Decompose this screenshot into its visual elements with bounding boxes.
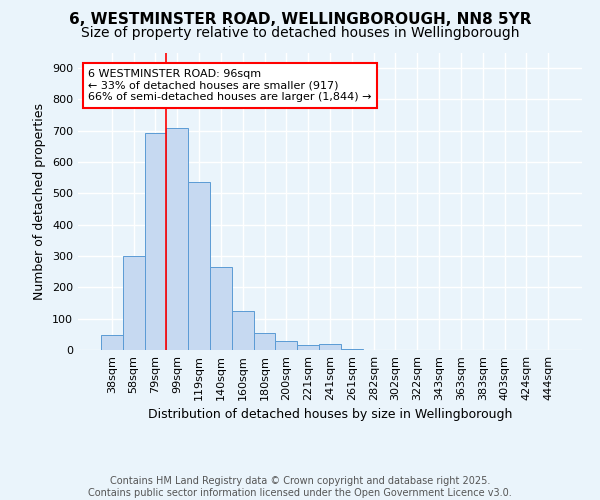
Bar (188, 182, 210, 350)
Text: Size of property relative to detached houses in Wellingborough: Size of property relative to detached ho… (81, 26, 519, 40)
Text: 6, WESTMINSTER ROAD, WELLINGBOROUGH, NN8 5YR: 6, WESTMINSTER ROAD, WELLINGBOROUGH, NN8… (69, 12, 531, 28)
Bar (275, 341, 297, 350)
Bar (341, 349, 363, 350)
Y-axis label: Number of detached properties: Number of detached properties (34, 103, 46, 300)
Text: Contains HM Land Registry data © Crown copyright and database right 2025.
Contai: Contains HM Land Registry data © Crown c… (88, 476, 512, 498)
Bar (232, 311, 254, 350)
Bar (319, 344, 341, 350)
Bar (166, 128, 188, 350)
Bar (297, 346, 319, 350)
Text: 6 WESTMINSTER ROAD: 96sqm
← 33% of detached houses are smaller (917)
66% of semi: 6 WESTMINSTER ROAD: 96sqm ← 33% of detac… (88, 69, 371, 102)
Bar (123, 256, 145, 350)
X-axis label: Distribution of detached houses by size in Wellingborough: Distribution of detached houses by size … (148, 408, 512, 422)
Bar (254, 333, 275, 350)
Bar (101, 335, 123, 350)
Bar (210, 268, 232, 350)
Bar (145, 133, 166, 350)
